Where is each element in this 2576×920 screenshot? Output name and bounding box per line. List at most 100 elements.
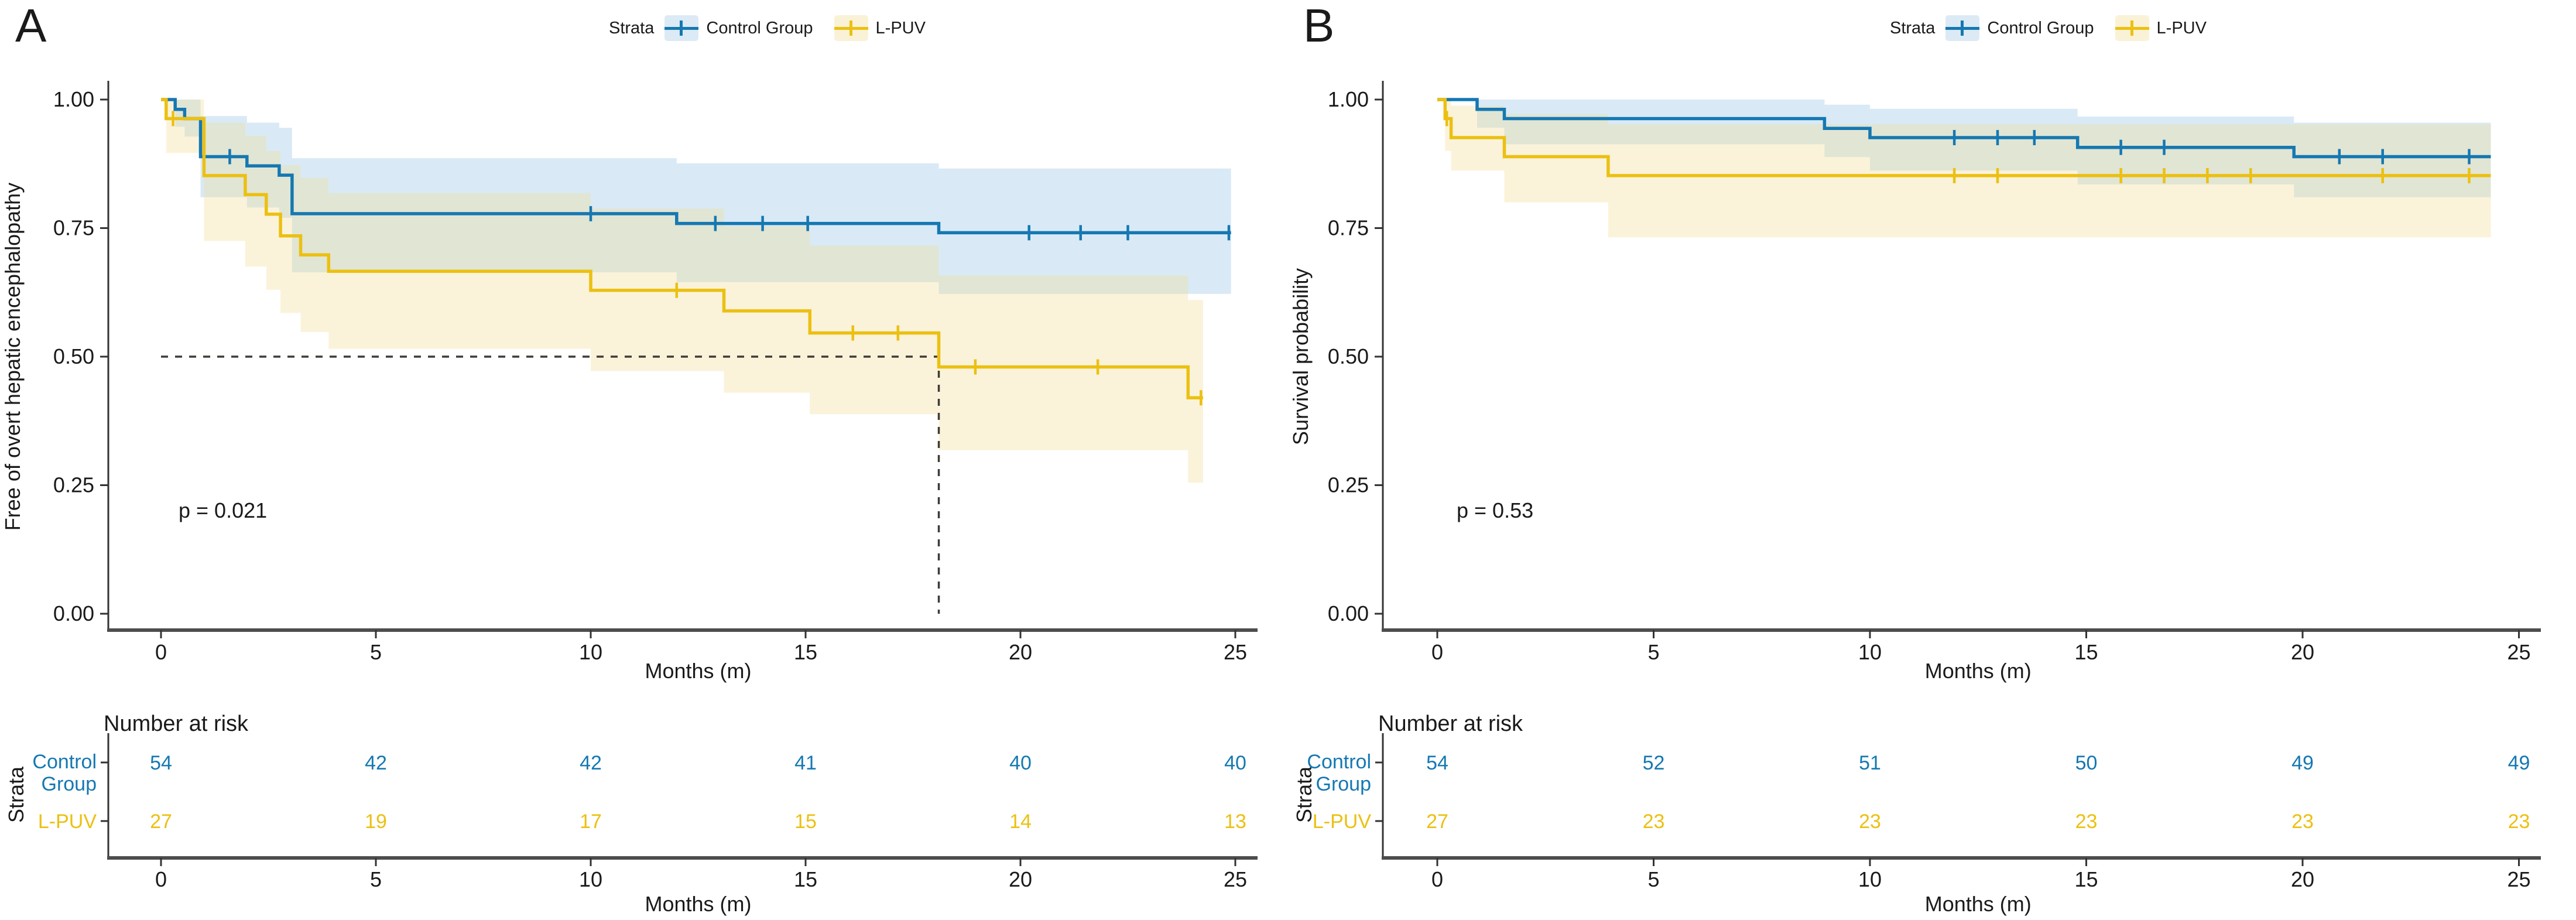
panel-letter-a: A [15,0,47,52]
risk-x-tick-label: 15 [2074,867,2098,891]
legend-label-lpuv: L-PUV [875,18,926,37]
y-tick-label: 0.00 [1328,601,1369,625]
ci-band-control-group [161,100,1231,294]
x-tick-label: 5 [370,640,382,664]
risk-value: 50 [2075,752,2098,774]
risk-value: 49 [2508,752,2530,774]
risk-value: 54 [1426,752,1448,774]
y-tick-label: 1.00 [53,87,94,111]
legend-key-lpuv [2115,15,2149,41]
legend-label-control-group: Control Group [706,18,813,37]
risk-x-tick-label: 25 [1224,867,1247,891]
risk-row-label: Control [32,751,97,773]
risk-x-tick-label: 0 [1431,867,1443,891]
risk-value: 23 [1643,810,1665,833]
ci-band-l-puv [1437,100,2491,238]
km-curve-l-puv [161,98,1203,399]
risk-value: 23 [2075,810,2098,833]
risk-row-label: L-PUV [1313,810,1371,833]
x-tick-label: 15 [2074,640,2098,664]
risk-value: 27 [150,810,172,833]
legend-key-control-group [1945,15,1980,41]
risk-x-tick-label: 20 [2291,867,2314,891]
x-tick-label: 0 [1431,640,1443,664]
risk-value: 52 [1643,752,1665,774]
risk-value: 41 [794,752,817,774]
y-axis-title: Survival probability [1289,268,1313,445]
risk-x-tick-label: 5 [1647,867,1659,891]
x-axis-title: Months (m) [645,659,751,683]
y-tick-label: 1.00 [1328,87,1369,111]
y-tick-label: 0.00 [53,601,94,625]
risk-value: 14 [1009,810,1032,833]
panel-a: 0.00 0.25 0.50 0.75 1.00 0 5 10 15 20 25 Months (m)… [1,0,1258,916]
km-curve-l-puv [1437,98,2491,177]
risk-value: 23 [2291,810,2314,833]
legend-label-lpuv: L-PUV [2156,18,2207,37]
risk-value: 42 [580,752,602,774]
p-value-a: p = 0.021 [179,498,268,522]
legend-a: Strata Control Group L-PUV [609,15,947,41]
y-tick-label: 0.75 [53,216,94,240]
ci-band-control-group [1437,100,2491,197]
risk-value: 23 [1859,810,1881,833]
risk-x-tick-label: 10 [1858,867,1882,891]
legend-title: Strata [609,18,655,37]
p-value-b: p = 0.53 [1457,498,1534,522]
risk-value: 27 [1426,810,1448,833]
x-tick-label: 10 [1858,640,1882,664]
risk-x-tick-label: 20 [1009,867,1032,891]
km-plot-a: 0.00 0.25 0.50 0.75 1.00 0 5 10 15 20 25 Months (m)… [1,81,1258,916]
risk-value: 40 [1224,752,1246,774]
risk-table-title: Number at risk [104,712,249,736]
risk-table-title: Number at risk [1378,712,1523,736]
y-tick-label: 0.25 [53,473,94,497]
x-axis-title: Months (m) [1925,659,2032,683]
risk-x-tick-label: 25 [2507,867,2530,891]
legend-censor-cross-icon [849,20,852,36]
risk-strata-label: Strata [1292,766,1316,823]
risk-x-axis-title: Months (m) [645,892,751,916]
risk-value: 15 [794,810,817,833]
x-tick-label: 20 [2291,640,2314,664]
risk-value: 23 [2508,810,2530,833]
risk-x-tick-label: 5 [370,867,382,891]
legend-b: Strata Control Group L-PUV [1890,15,2228,41]
panel-letter-b: B [1303,0,1335,52]
y-axis-title: Free of overt hepatic encephalopathy [1,183,25,531]
legend-censor-cross-icon [680,20,683,36]
legend-title: Strata [1890,18,1936,37]
km-curve-control-group [1437,98,2491,159]
risk-row-label: Group [1316,773,1372,795]
y-tick-label: 0.75 [1328,216,1369,240]
risk-value: 49 [2291,752,2314,774]
x-tick-label: 10 [579,640,602,664]
risk-strata-label: Strata [4,766,28,823]
x-tick-label: 20 [1009,640,1032,664]
risk-row-label: Group [42,773,97,795]
risk-value: 40 [1009,752,1032,774]
risk-row-label: L-PUV [38,810,97,833]
x-tick-label: 0 [155,640,167,664]
risk-value: 19 [365,810,387,833]
risk-value: 42 [365,752,387,774]
risk-row-label: Control [1307,751,1371,773]
legend-censor-cross-icon [2130,20,2133,36]
legend-key-lpuv [834,15,868,41]
x-tick-label: 15 [794,640,817,664]
legend-censor-cross-icon [1961,20,1964,36]
y-tick-label: 0.50 [1328,344,1369,368]
km-curve-control-group [161,98,1231,235]
risk-x-tick-label: 0 [155,867,167,891]
y-tick-label: 0.50 [53,344,94,368]
risk-x-tick-label: 10 [579,867,602,891]
x-tick-label: 5 [1647,640,1659,664]
risk-x-tick-label: 15 [794,867,817,891]
legend-label-control-group: Control Group [1987,18,2094,37]
risk-x-axis-title: Months (m) [1925,892,2032,916]
risk-value: 17 [580,810,602,833]
x-tick-label: 25 [1224,640,1247,664]
legend-key-control-group [664,15,699,41]
